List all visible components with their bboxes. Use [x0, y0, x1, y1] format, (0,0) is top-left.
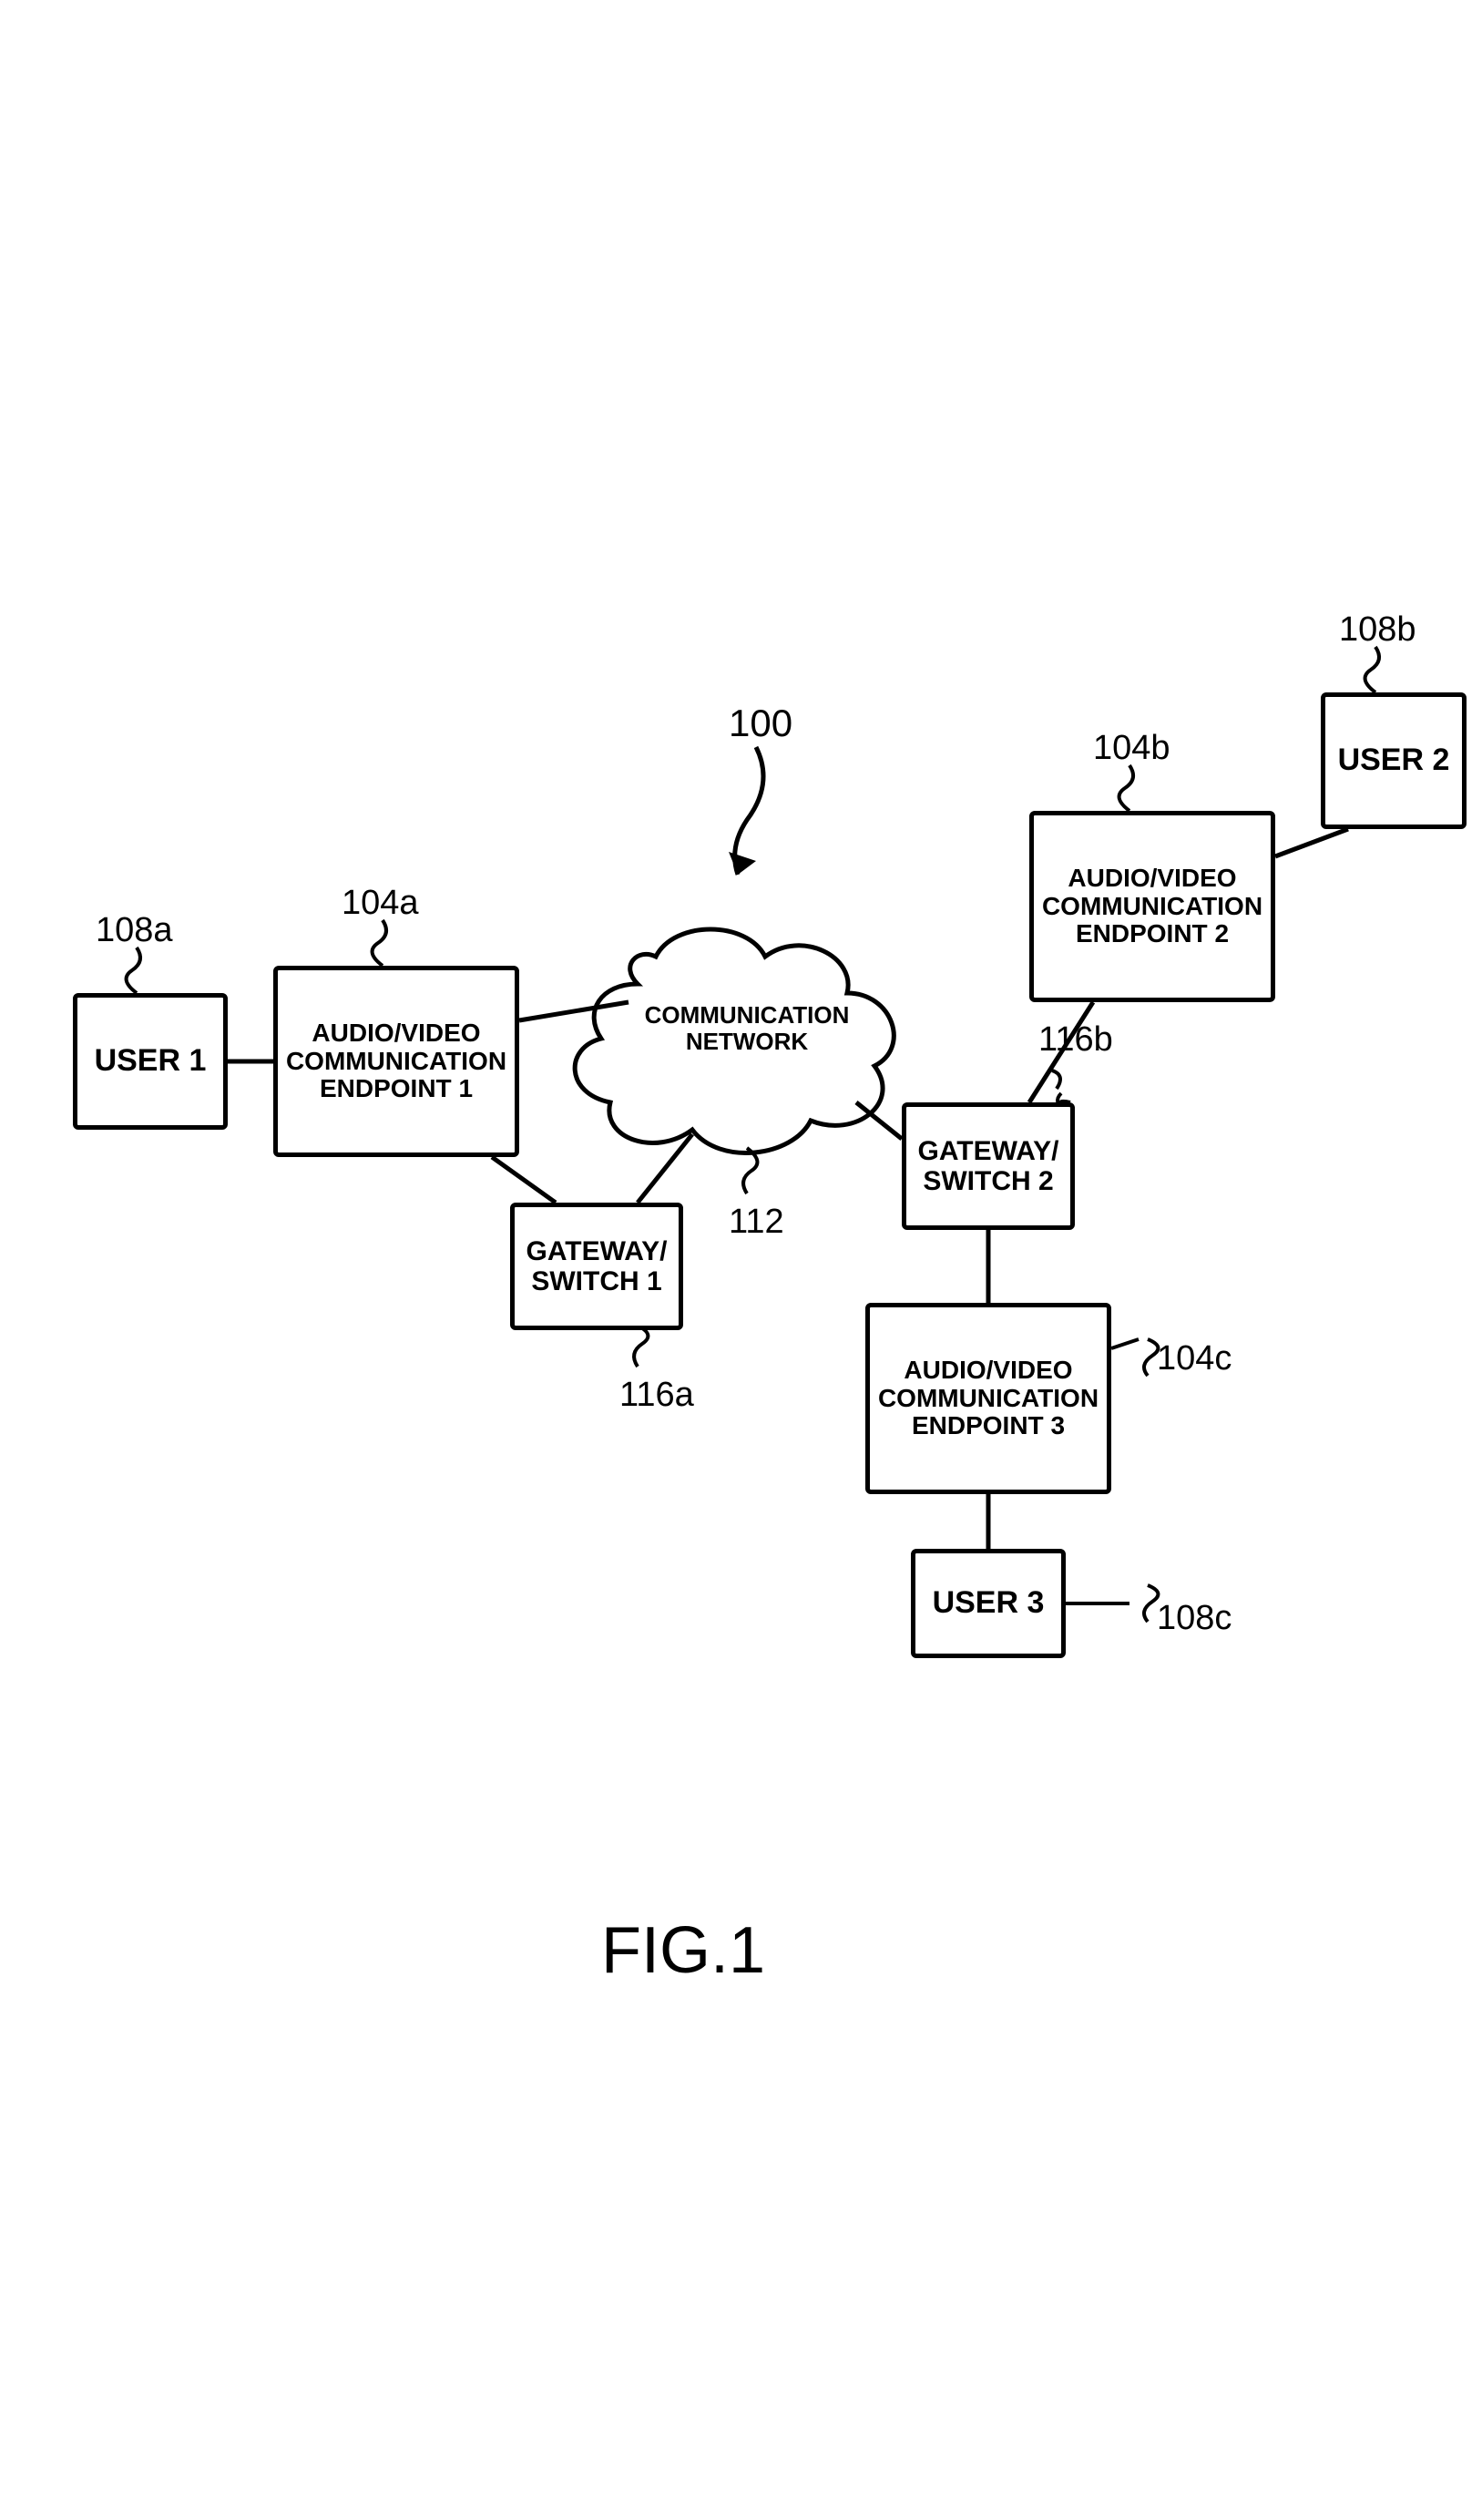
leader-116a: [634, 1326, 648, 1367]
leader-104a: [373, 920, 386, 966]
figure-caption-text: FIG.1: [601, 1914, 765, 1987]
box-gw1: GATEWAY/SWITCH 1: [510, 1203, 683, 1330]
box-ep1-label: AUDIO/VIDEOCOMMUNICATIONENDPOINT 1: [286, 1019, 506, 1103]
leader-104c-ext: [1111, 1339, 1139, 1348]
leader-108b: [1365, 647, 1379, 692]
figure-id: 100: [729, 702, 792, 745]
box-user1-label: USER 1: [95, 1044, 207, 1078]
leader-100-arrowhead: [729, 852, 756, 875]
box-ep3-label: AUDIO/VIDEOCOMMUNICATIONENDPOINT 3: [878, 1357, 1099, 1440]
figure-page: COMMUNICATIONNETWORK USER 1 AUDIO/VIDEOC…: [0, 0, 1482, 2520]
ref-gw2: 116b: [1038, 1020, 1113, 1060]
ref-ep2-text: 104b: [1093, 729, 1170, 767]
ref-user1: 108a: [96, 911, 173, 950]
connectors-layer: [0, 0, 1482, 2520]
edge-ep1-gw1: [492, 1157, 556, 1203]
figure-id-text: 100: [729, 702, 792, 744]
ref-user2-text: 108b: [1339, 610, 1416, 649]
ref-user3-text: 108c: [1157, 1599, 1232, 1637]
cloud-label: COMMUNICATIONNETWORK: [633, 1002, 861, 1054]
ref-ep1-text: 104a: [342, 884, 419, 922]
ref-gw1: 116a: [619, 1376, 694, 1415]
ref-ep2: 104b: [1093, 729, 1170, 768]
box-gw1-label: GATEWAY/SWITCH 1: [526, 1236, 667, 1296]
ref-gw2-text: 116b: [1038, 1020, 1113, 1059]
ref-ep3-text: 104c: [1157, 1339, 1232, 1378]
box-gw2-label: GATEWAY/SWITCH 2: [917, 1136, 1058, 1196]
ref-cloud: 112: [729, 1203, 784, 1242]
ref-user2: 108b: [1339, 610, 1416, 650]
edge-ep2-user2: [1275, 829, 1348, 856]
figure-caption: FIG.1: [601, 1913, 765, 1988]
box-ep3: AUDIO/VIDEOCOMMUNICATIONENDPOINT 3: [865, 1303, 1111, 1494]
box-ep2-label: AUDIO/VIDEOCOMMUNICATIONENDPOINT 2: [1042, 865, 1262, 948]
box-ep1: AUDIO/VIDEOCOMMUNICATIONENDPOINT 1: [273, 966, 519, 1157]
box-user2-label: USER 2: [1338, 743, 1450, 777]
box-ep2: AUDIO/VIDEOCOMMUNICATIONENDPOINT 2: [1029, 811, 1275, 1002]
cloud-label-text: COMMUNICATIONNETWORK: [645, 1001, 850, 1055]
ref-user3: 108c: [1157, 1599, 1232, 1638]
box-user1: USER 1: [73, 993, 228, 1130]
ref-cloud-text: 112: [729, 1203, 784, 1241]
ref-user1-text: 108a: [96, 911, 173, 949]
ref-ep1: 104a: [342, 884, 419, 923]
leader-108a: [127, 948, 140, 993]
leader-116b-2: [1052, 1070, 1060, 1089]
box-gw2: GATEWAY/SWITCH 2: [902, 1102, 1075, 1230]
box-user3-label: USER 3: [933, 1586, 1045, 1620]
ref-gw1-text: 116a: [619, 1376, 694, 1414]
leader-104b: [1119, 765, 1133, 811]
box-user2: USER 2: [1321, 692, 1467, 829]
box-user3: USER 3: [911, 1549, 1066, 1658]
ref-ep3: 104c: [1157, 1339, 1232, 1378]
